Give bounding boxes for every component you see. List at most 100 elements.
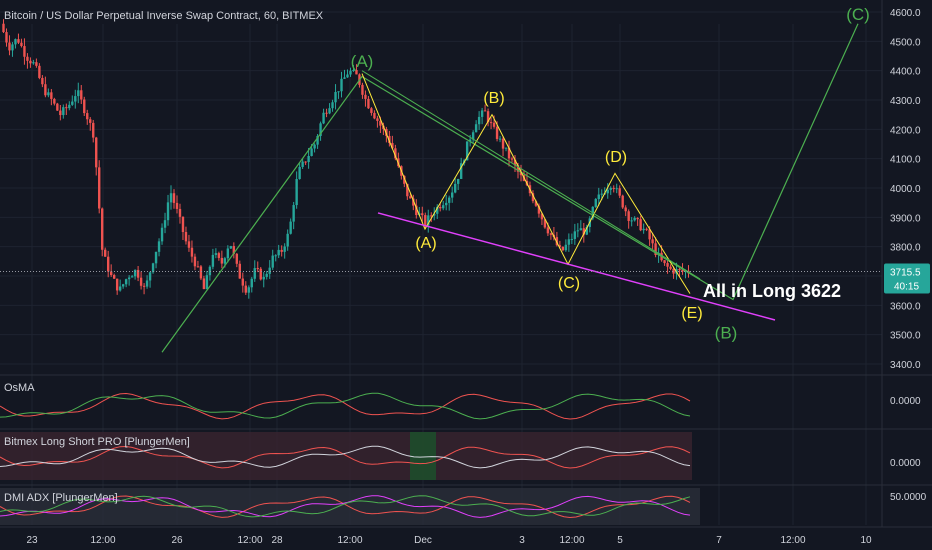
candle-body — [98, 167, 101, 209]
candle-body — [214, 253, 218, 255]
candle-body — [442, 205, 445, 209]
indicator-line — [0, 495, 691, 518]
candle-body — [642, 228, 645, 231]
candle-body — [361, 84, 364, 95]
candle-body — [160, 227, 164, 242]
candle-body — [86, 113, 89, 120]
candle-body — [283, 246, 286, 252]
indicator-value-label: 50.0000 — [890, 492, 927, 503]
candle-body — [38, 65, 41, 78]
y-tick-label: 4100.0 — [890, 155, 921, 166]
candle-body — [101, 208, 104, 250]
candle-body — [567, 239, 571, 245]
long-short-highlight — [410, 432, 436, 480]
candle-body — [331, 102, 334, 109]
annotation-all-in-long: All in Long 3622 — [703, 281, 841, 301]
x-tick-label: 3 — [519, 535, 525, 546]
candle-body — [495, 126, 499, 139]
candle-body — [202, 278, 206, 290]
candle-body — [388, 135, 391, 143]
candle-body — [624, 207, 627, 212]
yellow-wave-label: (A) — [415, 235, 436, 252]
magenta-trendline — [377, 212, 776, 321]
candle-body — [645, 228, 648, 230]
candle-body — [127, 277, 131, 280]
candle-body — [337, 91, 340, 93]
candle-body — [630, 220, 633, 222]
candle-body — [298, 166, 301, 180]
candle-body — [459, 163, 463, 179]
candle-body — [175, 202, 179, 209]
indicator-line — [0, 445, 691, 469]
indicator-value-label: 0.0000 — [890, 458, 921, 469]
candle-body — [597, 194, 600, 200]
candle-body — [289, 221, 292, 234]
candle-body — [274, 255, 277, 257]
y-tick-label: 3900.0 — [890, 213, 921, 224]
candle-body — [247, 287, 250, 293]
candle-body — [678, 269, 681, 271]
candle-body — [199, 266, 203, 279]
candle-body — [379, 120, 382, 126]
candle-body — [41, 77, 44, 85]
candle-body — [328, 108, 331, 114]
candle-body — [211, 254, 215, 267]
candle-body — [316, 135, 319, 145]
candle-body — [148, 272, 152, 281]
y-tick-label: 3400.0 — [890, 360, 921, 371]
candle-body — [427, 215, 430, 226]
candle-body — [406, 183, 409, 197]
candle-body — [319, 123, 322, 136]
yellow-wave-line — [361, 73, 691, 294]
candle-body — [325, 112, 328, 114]
candle-body — [47, 92, 50, 96]
candle-body — [471, 132, 475, 140]
candle-body — [681, 269, 684, 272]
yellow-wave-label: (D) — [605, 149, 627, 166]
wave-overlay: (A) (B) (C) (A) (B) (C) (D) (E) — [161, 5, 870, 353]
x-tick-label: 23 — [26, 535, 38, 546]
candle-body — [241, 278, 244, 286]
candle-body — [456, 178, 460, 184]
candle-body — [519, 171, 523, 176]
candle-body — [265, 273, 268, 277]
candle-body — [104, 249, 107, 257]
candle-body — [259, 268, 262, 280]
candle-body — [465, 141, 469, 161]
yellow-wave-label: (C) — [558, 275, 580, 292]
candle-body — [95, 137, 98, 168]
candle-body — [504, 147, 508, 149]
candle-body — [44, 84, 47, 96]
indicator-line — [0, 495, 691, 518]
candle-body — [74, 96, 77, 102]
candle-body — [391, 142, 394, 149]
x-tick-label: 12:00 — [237, 535, 262, 546]
candle-body — [244, 285, 247, 293]
candle-body — [136, 269, 140, 278]
candle-body — [594, 199, 597, 207]
candle-body — [498, 138, 502, 140]
candle-body — [534, 201, 538, 206]
candle-body — [307, 155, 310, 163]
candle-body — [579, 228, 583, 231]
candle-body — [334, 91, 337, 103]
candle-body — [142, 285, 146, 287]
candle-body — [424, 215, 427, 226]
candle-body — [145, 280, 149, 287]
candle-body — [11, 44, 14, 51]
candle-body — [549, 233, 553, 235]
green-wave-label: (A) — [351, 52, 374, 71]
candle-body — [172, 193, 176, 203]
candle-body — [304, 161, 307, 163]
candle-body — [669, 266, 672, 269]
indicator-line — [0, 445, 691, 469]
candle-body — [223, 258, 227, 264]
x-tick-label: 10 — [860, 535, 872, 546]
candle-body — [576, 230, 580, 232]
candle-body — [450, 192, 454, 198]
candle-body — [573, 231, 577, 239]
candle-body — [501, 138, 505, 149]
x-tick-label: 12:00 — [90, 535, 115, 546]
candle-body — [184, 232, 188, 242]
candle-body — [618, 188, 621, 196]
